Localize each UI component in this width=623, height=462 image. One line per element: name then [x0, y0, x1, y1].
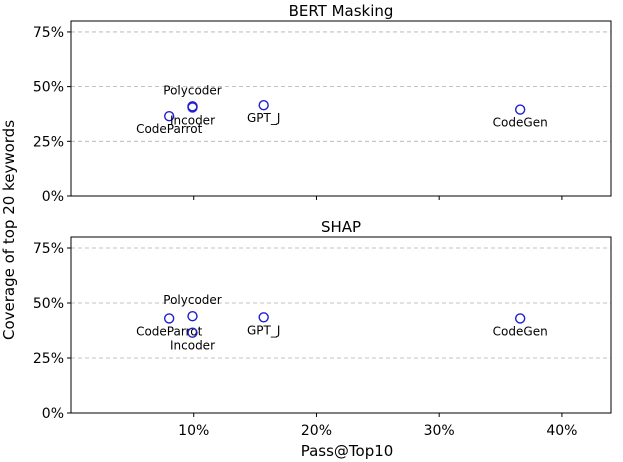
point-label: CodeParrot — [136, 122, 203, 136]
point-label: CodeGen — [493, 116, 548, 130]
data-point — [187, 327, 198, 338]
chart-title: SHAP — [321, 218, 361, 236]
y-tick-label: 50% — [33, 296, 64, 312]
y-axis-label: Coverage of top 20 keywords — [0, 120, 18, 340]
y-tick-label: 50% — [33, 80, 64, 96]
y-tick-label: 75% — [33, 241, 64, 257]
data-point — [514, 104, 526, 115]
point-label: GPT_J — [247, 323, 280, 337]
point-label: Incoder — [170, 113, 215, 127]
data-point — [258, 100, 269, 111]
x-axis-label: Pass@Top10 — [301, 442, 394, 460]
data-point — [163, 110, 175, 122]
plot-frame — [70, 20, 612, 197]
y-tick-label: 0% — [42, 189, 64, 205]
data-point — [163, 313, 175, 324]
chart-title: BERT Masking — [289, 2, 394, 20]
x-tick-label: 10% — [178, 423, 209, 439]
chart-panel-2: SHAP 0% 25% 50% 75% 10% 20% 30% 40% CodeParrot Pol… — [33, 218, 612, 439]
y-tick-label: 0% — [42, 406, 64, 422]
x-tick-label: 20% — [301, 423, 332, 439]
point-label: CodeGen — [493, 324, 548, 338]
data-point — [514, 313, 526, 324]
data-point — [258, 312, 269, 323]
data-point — [187, 102, 198, 113]
data-point — [187, 311, 198, 322]
point-label: Polycoder — [163, 293, 222, 307]
y-tick-label: 25% — [33, 134, 64, 150]
x-tick-label: 30% — [424, 423, 455, 439]
chart-panel-1: BERT Masking 0% 25% 50% 75% CodeParrot Polycod… — [33, 2, 612, 205]
plot-frame — [70, 236, 612, 414]
point-label: Incoder — [170, 339, 215, 353]
point-label: GPT_J — [247, 111, 280, 125]
point-label: Polycoder — [163, 83, 222, 97]
point-label: CodeParrot — [136, 324, 203, 338]
y-tick-label: 75% — [33, 25, 64, 41]
y-tick-label: 25% — [33, 351, 64, 367]
x-tick-label: 40% — [546, 423, 577, 439]
